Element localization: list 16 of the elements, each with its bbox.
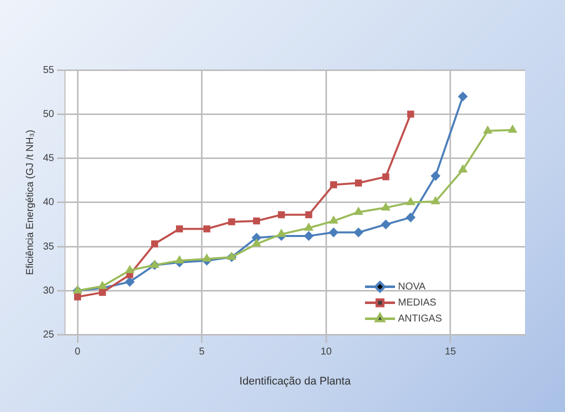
x-tick-label: 15 — [444, 346, 456, 358]
y-tick-label: 40 — [43, 197, 55, 208]
y-tick-label: 50 — [43, 108, 55, 120]
y-tick-label: 25 — [43, 330, 55, 341]
y-tick-label: 45 — [43, 153, 55, 164]
y-axis-title: Eficiência Energética (GJ /t NH₃) — [24, 130, 36, 276]
x-tick-label: 0 — [74, 346, 81, 358]
y-tick-label: 55 — [43, 64, 55, 76]
x-axis-title: Identificação da Planta — [239, 375, 352, 388]
legend-label: ANTIGAS — [398, 314, 442, 325]
x-tick-label: 5 — [199, 346, 206, 358]
y-tick-label: 30 — [43, 285, 55, 296]
y-tick-label: 35 — [43, 241, 55, 252]
legend-label: MEDIAS — [398, 298, 437, 309]
x-tick-label: 10 — [320, 346, 332, 358]
legend-label: NOVA — [398, 282, 426, 293]
